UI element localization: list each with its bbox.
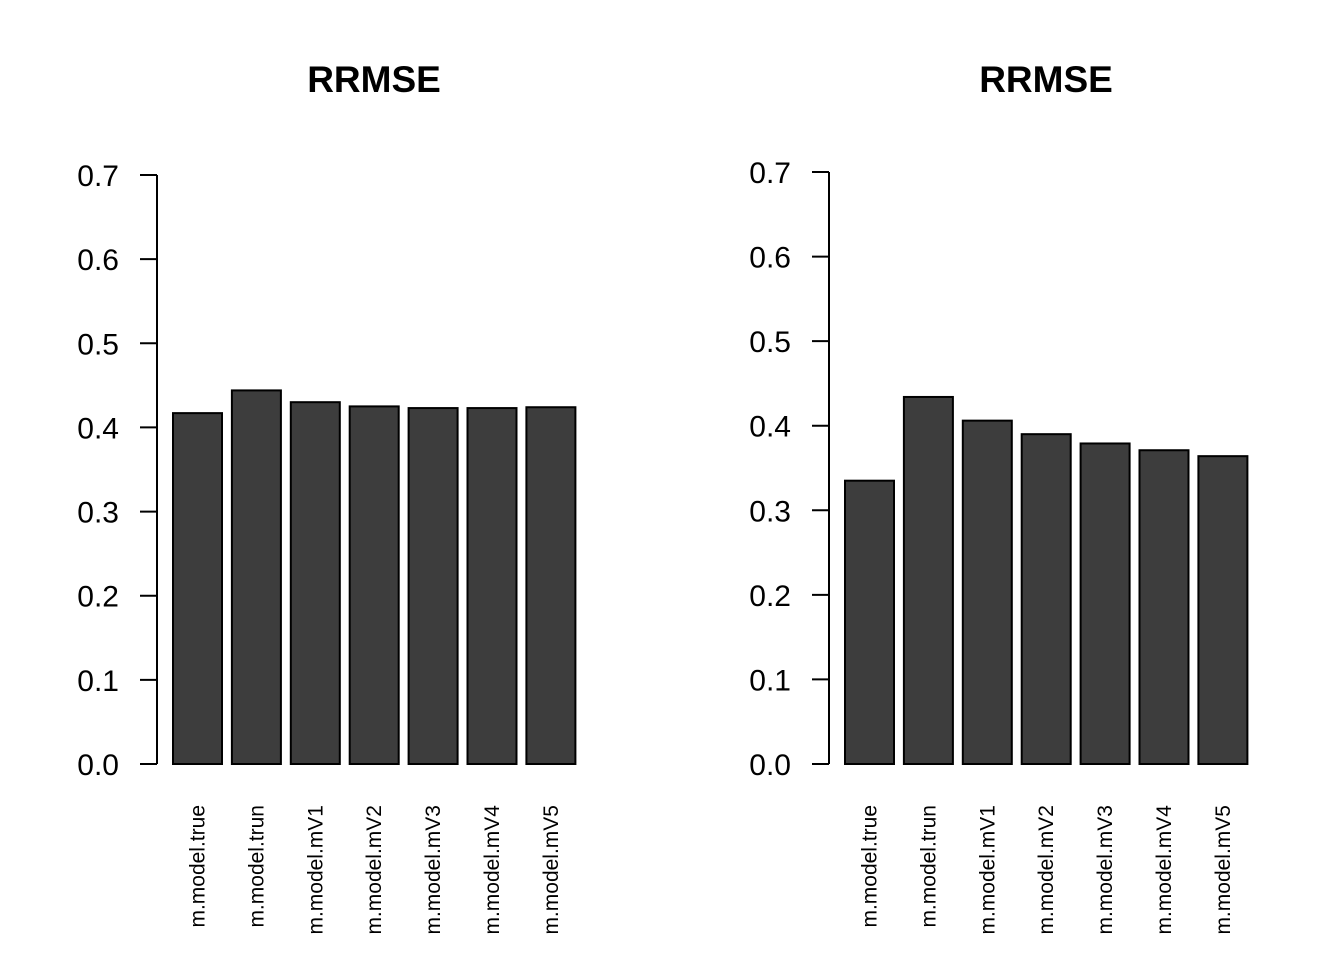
y-axis-right: 0.0 0.1 0.2 0.3 0.4 0.5 0.6 0.7	[749, 157, 830, 782]
y-tick-label: 0.0	[749, 749, 791, 782]
chart-title-right: RRMSE	[979, 59, 1113, 100]
x-tick-labels-left: m.model.true m.model.trun m.model.mV1 m.mod…	[187, 805, 563, 935]
bar-m.model.mV5	[1197, 455, 1249, 765]
bar-m.model.true	[844, 479, 895, 765]
x-tick-label: m.model.mV1	[976, 805, 999, 935]
y-tick-label: 0.6	[749, 242, 791, 275]
bar-m.model.trun	[230, 389, 282, 765]
x-tick-label: m.model.mV4	[481, 805, 504, 935]
x-tick-label: m.model.trun	[245, 805, 268, 928]
x-tick-label: m.model.mV5	[1212, 805, 1235, 935]
bar-m.model.mV1	[961, 419, 1013, 765]
x-tick-label: m.model.trun	[917, 805, 940, 928]
y-tick-label: 0.5	[749, 326, 791, 359]
y-tick-label: 0.4	[77, 412, 119, 445]
bar-m.model.mV3	[407, 407, 459, 765]
x-tick-label: m.model.mV2	[363, 805, 386, 935]
y-tick-label: 0.6	[77, 244, 119, 277]
x-tick-label: m.model.true	[187, 805, 210, 928]
chart-panel-right: RRMSE 0.0 0.1 0.2 0.3 0.4 0.5 0.6 0.7 m.model.t…	[749, 59, 1249, 935]
bar-m.model.true	[172, 412, 223, 765]
x-tick-label: m.model.mV3	[1094, 805, 1117, 935]
bar-m.model.mV3	[1079, 442, 1131, 765]
bar-m.model.trun	[902, 395, 954, 765]
bar-m.model.mV5	[525, 406, 577, 765]
chart-panel-left: RRMSE 0.0 0.1 0.2 0.3 0.4 0.5 0.6 0.7 m.model.t…	[77, 59, 577, 935]
y-tick-label: 0.3	[77, 497, 119, 530]
bars-right	[844, 395, 1249, 765]
y-tick-label: 0.0	[77, 749, 119, 782]
bar-m.model.mV1	[289, 401, 341, 765]
x-tick-label: m.model.mV4	[1153, 805, 1176, 935]
x-tick-label: m.model.mV5	[540, 805, 563, 935]
bar-m.model.mV2	[348, 405, 400, 765]
y-tick-label: 0.4	[749, 411, 791, 444]
y-tick-label: 0.5	[77, 328, 119, 361]
bar-m.model.mV2	[1020, 433, 1072, 765]
y-tick-label: 0.1	[749, 664, 791, 697]
bar-m.model.mV4	[466, 407, 518, 765]
x-tick-label: m.model.mV3	[422, 805, 445, 935]
x-tick-label: m.model.mV1	[304, 805, 327, 935]
y-tick-label: 0.2	[749, 580, 791, 613]
x-tick-label: m.model.true	[859, 805, 882, 928]
x-tick-labels-right: m.model.true m.model.trun m.model.mV1 m.mod…	[859, 805, 1235, 935]
x-tick-label: m.model.mV2	[1035, 805, 1058, 935]
y-tick-label: 0.7	[77, 160, 119, 193]
bars-left	[172, 389, 577, 765]
y-tick-label: 0.2	[77, 581, 119, 614]
y-tick-label: 0.1	[77, 665, 119, 698]
y-tick-label: 0.3	[749, 495, 791, 528]
y-axis-left: 0.0 0.1 0.2 0.3 0.4 0.5 0.6 0.7	[77, 160, 158, 782]
bar-m.model.mV4	[1138, 449, 1190, 765]
chart-title-left: RRMSE	[307, 59, 441, 100]
y-tick-label: 0.7	[749, 157, 791, 190]
